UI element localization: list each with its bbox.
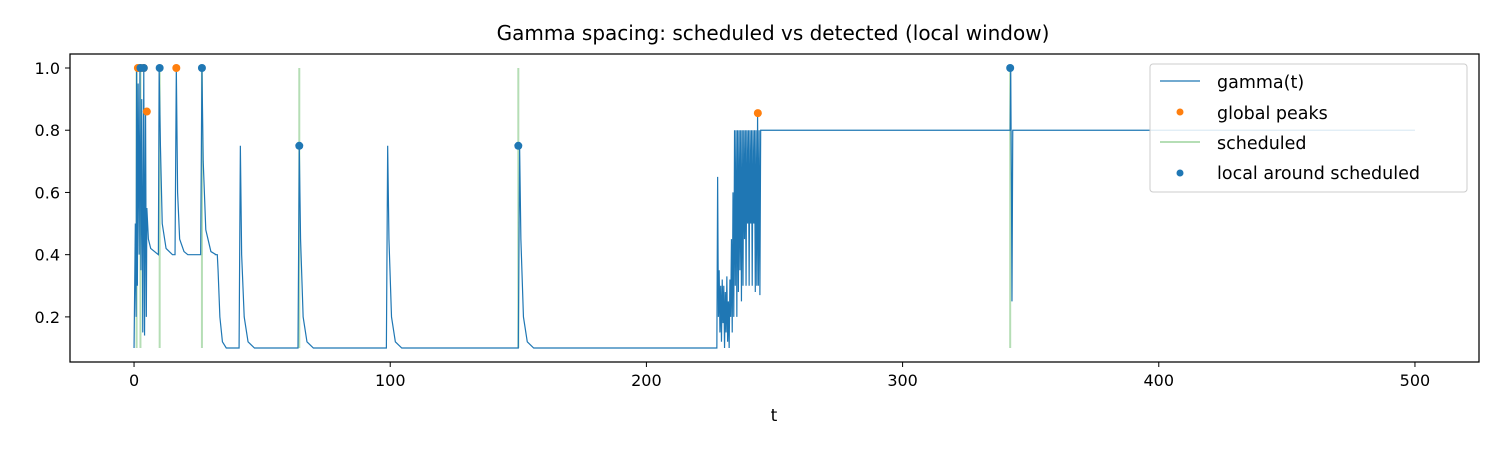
y-tick-label-2: 0.6	[35, 183, 60, 202]
local-peak-point-6	[1006, 64, 1015, 72]
global-peak-point-4	[172, 64, 181, 72]
x-tick-label-5: 500	[1400, 371, 1431, 390]
global-peak-point-5	[753, 109, 762, 118]
local-peak-point-2	[155, 64, 164, 72]
y-axis: 0.2 0.4 0.6 0.8 1.0	[35, 59, 70, 327]
local-peak-point-5	[514, 141, 523, 150]
chart-title: Gamma spacing: scheduled vs detected (lo…	[497, 21, 1050, 45]
x-tick-label-1: 100	[375, 371, 406, 390]
y-tick-label-4: 1.0	[35, 59, 60, 78]
plot-area	[133, 64, 1415, 349]
x-tick-label-2: 200	[631, 371, 662, 390]
x-tick-label-4: 400	[1143, 371, 1174, 390]
y-tick-label-0: 0.2	[35, 308, 60, 327]
x-tick-label-3: 300	[887, 371, 918, 390]
gamma-line	[133, 67, 1415, 349]
legend-label-gamma: gamma(t)	[1217, 73, 1304, 93]
legend-swatch-local	[1176, 169, 1184, 177]
legend-swatch-global-peaks	[1176, 108, 1184, 116]
x-axis: 0 100 200 300 400 500	[129, 362, 1430, 390]
x-tick-label-0: 0	[129, 371, 139, 390]
legend-label-global-peaks: global peaks	[1217, 104, 1328, 124]
global-peak-point-3	[142, 107, 151, 116]
legend-label-scheduled: scheduled	[1217, 134, 1307, 154]
axes-frame	[69, 53, 1480, 363]
legend-box	[1149, 63, 1468, 193]
local-peak-point-3	[197, 64, 206, 72]
legend: gamma(t) global peaks scheduled local ar…	[1149, 63, 1468, 193]
x-axis-label: t	[771, 406, 778, 426]
local-peak-point-4	[295, 141, 304, 150]
legend-label-local: local around scheduled	[1217, 164, 1420, 184]
y-tick-label-3: 0.8	[35, 121, 60, 140]
y-tick-label-1: 0.4	[35, 246, 60, 265]
local-peak-point-1	[139, 64, 148, 72]
